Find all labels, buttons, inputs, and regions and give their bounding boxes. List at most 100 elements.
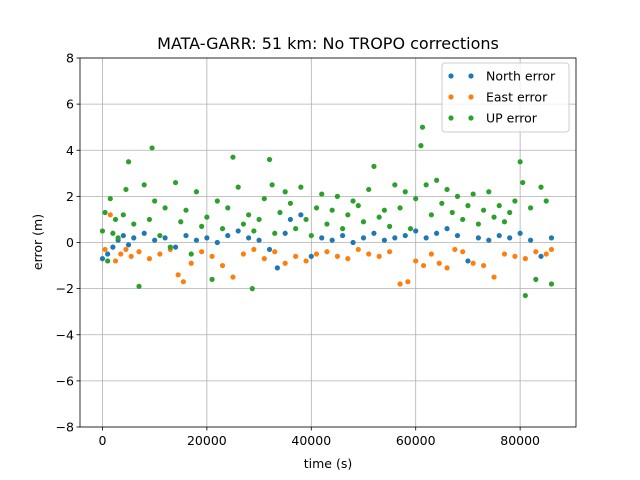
data-point	[486, 237, 492, 243]
data-point	[436, 260, 442, 266]
data-point	[293, 226, 299, 232]
data-point	[188, 251, 194, 257]
data-point	[340, 232, 346, 239]
data-point	[405, 279, 411, 285]
data-point	[152, 198, 158, 204]
data-point	[183, 232, 189, 239]
x-tick: 60000	[396, 427, 436, 448]
data-point	[360, 235, 367, 241]
data-point	[381, 237, 387, 243]
data-point	[512, 198, 518, 204]
data-point	[423, 235, 429, 241]
data-point	[543, 251, 549, 257]
y-tick-label: 4	[66, 143, 74, 158]
data-point	[470, 260, 476, 266]
data-point	[131, 235, 137, 241]
data-point	[157, 232, 163, 239]
data-point	[105, 258, 111, 264]
data-point	[496, 203, 502, 209]
data-point	[204, 235, 210, 241]
x-tick-label: 40000	[291, 433, 331, 448]
data-point	[397, 205, 403, 211]
data-point	[387, 249, 393, 255]
legend-item: North error	[448, 69, 556, 84]
x-tick: 0	[98, 427, 106, 448]
data-point	[219, 262, 226, 269]
legend-marker	[468, 115, 474, 121]
data-point	[376, 253, 382, 259]
legend-label: North error	[486, 69, 556, 84]
data-point	[496, 232, 502, 239]
legend-marker	[448, 73, 454, 79]
x-axis: 0 20000 40000 60000 80000	[98, 427, 540, 448]
data-point	[407, 226, 414, 232]
data-point	[293, 253, 299, 259]
data-point	[428, 212, 434, 218]
data-point	[313, 205, 320, 211]
data-point	[272, 249, 278, 255]
data-point	[225, 205, 231, 211]
data-point	[319, 235, 325, 241]
data-point	[522, 292, 528, 299]
data-point	[538, 253, 544, 259]
data-point	[527, 205, 534, 211]
data-point	[298, 212, 304, 218]
data-point	[355, 246, 361, 253]
data-point	[371, 163, 377, 169]
data-point	[334, 253, 340, 259]
data-point	[520, 179, 526, 186]
data-point	[423, 182, 429, 188]
data-point	[269, 182, 275, 188]
data-point	[282, 189, 288, 195]
data-point	[125, 159, 132, 165]
legend-marker	[468, 73, 474, 79]
y-tick: −2	[56, 281, 80, 296]
data-point	[240, 251, 247, 257]
data-point	[507, 235, 513, 241]
y-tick-label: −4	[56, 327, 74, 342]
data-point	[162, 235, 168, 241]
data-point	[334, 193, 340, 199]
data-point	[548, 235, 555, 241]
x-tick-label: 20000	[187, 433, 227, 448]
data-point	[120, 212, 126, 218]
data-point	[193, 189, 200, 195]
data-point	[112, 258, 119, 264]
data-point	[486, 189, 492, 195]
data-point	[251, 228, 257, 234]
y-tick-label: 6	[66, 97, 74, 112]
data-point	[105, 251, 111, 257]
y-tick: 8	[66, 51, 80, 66]
data-point	[107, 196, 113, 202]
data-point	[199, 223, 205, 229]
x-tick: 40000	[291, 427, 331, 448]
data-point	[235, 184, 241, 190]
y-tick: −4	[56, 327, 80, 342]
data-point	[120, 232, 126, 239]
y-axis-label: error (m)	[30, 214, 45, 270]
data-point	[350, 198, 356, 204]
data-point	[397, 281, 403, 287]
data-point	[199, 249, 205, 255]
data-point	[439, 200, 445, 206]
data-point	[141, 182, 147, 188]
data-point	[465, 258, 471, 264]
data-point	[413, 196, 419, 202]
data-point	[131, 221, 137, 227]
legend-marker	[448, 94, 454, 100]
data-point	[512, 253, 518, 259]
data-point	[107, 212, 113, 218]
legend-marker	[468, 94, 474, 100]
data-point	[501, 251, 508, 257]
x-axis-label: time (s)	[304, 456, 352, 471]
data-point	[548, 246, 555, 253]
data-point	[287, 200, 294, 206]
data-point	[360, 219, 367, 225]
data-point	[287, 216, 294, 223]
data-point	[249, 286, 255, 292]
data-point	[454, 193, 461, 199]
data-point	[480, 207, 487, 213]
data-point	[157, 251, 163, 257]
data-point	[99, 228, 106, 234]
data-point	[381, 207, 387, 213]
